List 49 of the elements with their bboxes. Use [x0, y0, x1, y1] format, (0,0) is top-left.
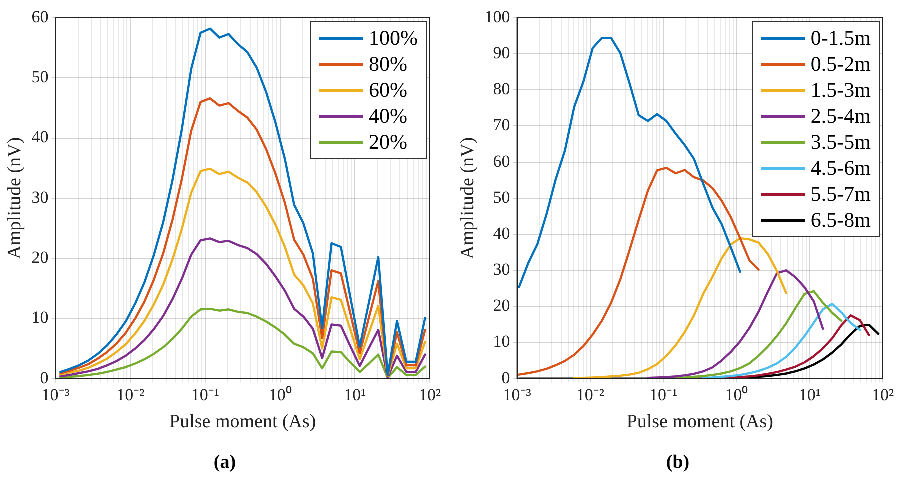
text: (b)	[665, 452, 691, 474]
y-tick-label: 90	[493, 44, 510, 63]
y-tick-label: 30	[32, 188, 49, 207]
x-tick-label: 10²	[872, 385, 894, 404]
y-tick-label: 20	[493, 296, 510, 316]
y-axis-title: Amplitude (nV)	[4, 137, 26, 260]
y-tick-label: 0	[40, 368, 49, 388]
legend-label: 3.5-5m	[810, 129, 871, 155]
y-tick-label: 80	[493, 80, 510, 99]
y-tick-label: 60	[32, 7, 49, 26]
y-tick-label: 50	[32, 68, 49, 87]
x-axis-title: Pulse moment (As)	[626, 412, 774, 433]
legend-label: 40%	[369, 103, 408, 129]
y-tick-label: 100	[484, 7, 510, 26]
x-tick-label: 10⁻¹	[191, 385, 220, 404]
y-axis-title: Amplitude (nV)	[457, 137, 478, 260]
x-tick-label: 10⁰	[268, 385, 292, 404]
x-tick-label: 10⁻³	[503, 385, 532, 404]
legend-label: 5.5-7m	[810, 181, 871, 207]
y-tick-label: 40	[32, 128, 49, 147]
y-tick-label: 0	[502, 368, 510, 388]
x-tick-label: 10²	[418, 385, 442, 404]
legend-label: 6.5-8m	[810, 207, 871, 233]
y-tick-label: 10	[493, 332, 510, 352]
legend-label: 20%	[369, 129, 408, 155]
x-tick-label: 10⁻³	[42, 385, 70, 404]
text: (a)	[212, 452, 238, 474]
y-tick-label: 40	[493, 224, 510, 243]
legend-label: 100%	[369, 25, 418, 51]
legend-label: 0.5-2m	[810, 51, 871, 77]
x-tick-label: 10⁰	[725, 385, 748, 404]
x-tick-label: 10⁻²	[116, 385, 145, 404]
y-tick-label: 70	[493, 116, 510, 135]
y-tick-label: 10	[32, 308, 49, 328]
x-axis-title: Pulse moment (As)	[170, 412, 316, 433]
y-tick-label: 50	[493, 188, 510, 207]
x-tick-label: 10¹	[344, 385, 366, 404]
x-tick-label: 10⁻¹	[650, 385, 678, 404]
legend-label: 60%	[369, 77, 408, 103]
y-tick-label: 20	[32, 248, 49, 267]
legend-label: 80%	[369, 51, 408, 77]
x-tick-label: 10⁻²	[576, 385, 604, 404]
legend-label: 2.5-4m	[810, 103, 871, 129]
legend-label: 0-1.5m	[810, 25, 871, 51]
y-tick-label: 30	[493, 260, 510, 280]
legend-label: 4.5-6m	[810, 155, 871, 181]
x-tick-label: 10¹	[798, 385, 821, 404]
legend-label: 1.5-3m	[810, 77, 871, 103]
y-tick-label: 60	[493, 152, 510, 171]
